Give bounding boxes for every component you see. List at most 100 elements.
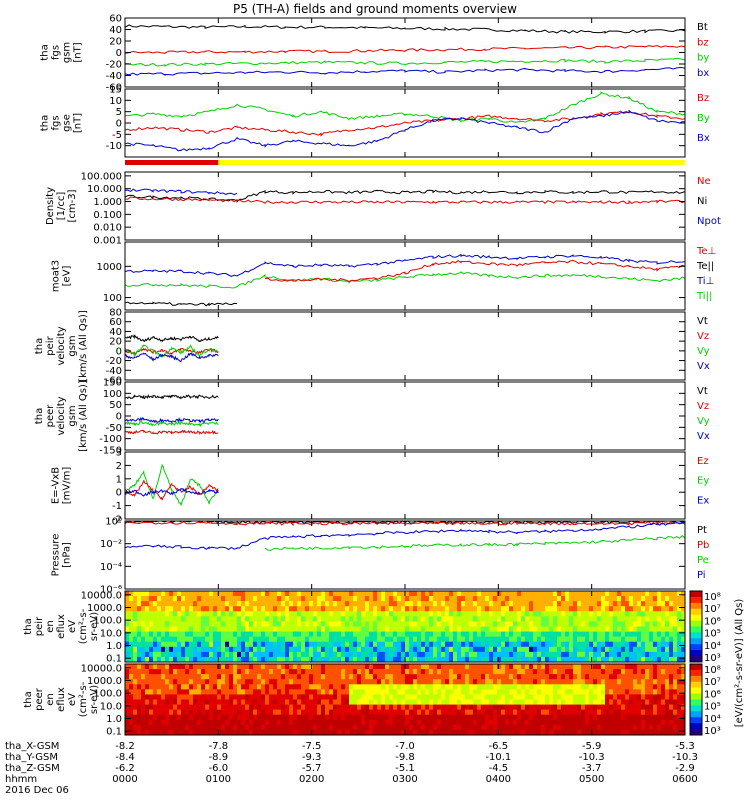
peer-eflux-cell [561,704,566,710]
peir-eflux-cell [429,646,434,653]
peir-eflux-cell [441,636,446,643]
peir-eflux-cell [213,621,218,627]
peer-eflux-cell [445,724,450,731]
peer-eflux-cell [645,709,650,716]
peer-eflux-cell [197,694,202,700]
peir-eflux-cell [253,641,258,648]
peer-eflux-cell [149,724,154,731]
colorbar-upper-tick: 10⁶ [704,616,721,627]
peer-eflux-cell [369,689,374,695]
peer-eflux-cell [433,664,438,670]
peir-eflux-cell [285,656,290,663]
peer-eflux-cell [393,704,398,710]
peir-eflux-cell [189,651,194,658]
peir-eflux-cell [653,631,658,637]
peir-eflux-cell [309,596,314,602]
colorbar-upper-swatch [690,638,702,645]
peir-eflux-cell [309,606,314,612]
peer-eflux-cell [197,719,202,726]
fgs-gse-ytick-label: -10 [106,141,122,152]
peer-eflux-cell [225,709,230,716]
peer-eflux-cell [413,704,418,710]
peer-eflux-cell [165,694,170,700]
peir-eflux-cell [169,626,174,632]
peir-eflux-cell [289,601,294,607]
peir-eflux-cell [641,646,646,653]
peer-eflux-cell [265,694,270,700]
peer-eflux-cell [337,719,342,726]
peir-eflux-cell [665,641,670,648]
peer-eflux-cell [605,724,610,731]
peer-eflux-cell [545,679,550,685]
xaxis-tick-label: -8.2 [115,741,135,752]
peir-eflux-cell [653,636,658,643]
peer-eflux-cell [445,729,450,736]
series-fgs-gsm-bx [124,66,686,76]
peir-eflux-cell [209,651,214,658]
peer-eflux-cell [137,699,142,705]
peer-eflux-cell [597,729,602,736]
peer-eflux-cell [341,689,346,695]
peir-eflux-cell [353,626,358,632]
peir-eflux-cell [669,616,674,622]
peir-eflux-cell [201,591,206,597]
peir-eflux-cell [493,651,498,658]
peer-eflux-cell [133,729,138,736]
peer-eflux-cell [145,729,150,736]
peir-eflux-cell [637,646,642,653]
peir-eflux-cell [169,621,174,627]
peer-eflux-cell [365,724,370,731]
peir-eflux-cell [349,646,354,653]
peir-eflux-cell [649,646,654,653]
peer-eflux-cell [301,699,306,705]
peir-eflux-cell [625,616,630,622]
peer-eflux-cell [297,704,302,710]
peer-eflux-cell [133,669,138,675]
peer-eflux-cell [433,709,438,716]
peer-eflux-cell [185,704,190,710]
peer-eflux-cell [185,679,190,685]
peir-eflux-cell [473,626,478,632]
peir-eflux-cell [341,621,346,627]
peir-eflux-cell [293,631,298,637]
peir-eflux-cell [605,616,610,622]
density-frame [124,171,686,241]
peer-eflux-cell [169,679,174,685]
peir-eflux-cell [445,601,450,607]
peir-eflux-cell [297,621,302,627]
peir-eflux-cell [457,631,462,637]
peer-eflux-cell [433,669,438,675]
peir-eflux-cell [293,606,298,612]
peer-eflux-cell [337,674,342,680]
peer-eflux-cell [429,699,434,705]
peir-eflux-cell [381,591,386,597]
peer-eflux-cell [289,689,294,695]
peir-eflux-cell [673,636,678,643]
peer-eflux-cell [473,714,478,721]
peer-eflux-cell [621,674,626,680]
peer-eflux-cell [421,714,426,721]
peer-eflux-cell [481,704,486,710]
peer-eflux-cell [413,719,418,726]
peer-eflux-cell [597,699,602,705]
peir-eflux-cell [189,626,194,632]
peer-eflux-cell [213,669,218,675]
peer-eflux-cell [413,669,418,675]
peir-eflux-cell [205,596,210,602]
peer-eflux-cell [649,714,654,721]
peir-eflux-cell [153,656,158,663]
peer-eflux-cell [345,729,350,736]
peir-eflux-cell [325,596,330,602]
peir-eflux-cell [373,626,378,632]
peir-eflux-cell [377,606,382,612]
peir-eflux-cell [577,616,582,622]
peer-eflux-cell [681,684,686,690]
peer-eflux-cell [169,689,174,695]
peer-eflux-cell [177,669,182,675]
peer-eflux-cell [553,689,558,695]
peir-eflux-cell [337,626,342,632]
peir-eflux-cell [677,651,682,658]
peir-eflux-cell [389,621,394,627]
peer-eflux-cell [633,699,638,705]
peir-eflux-cell [153,601,158,607]
